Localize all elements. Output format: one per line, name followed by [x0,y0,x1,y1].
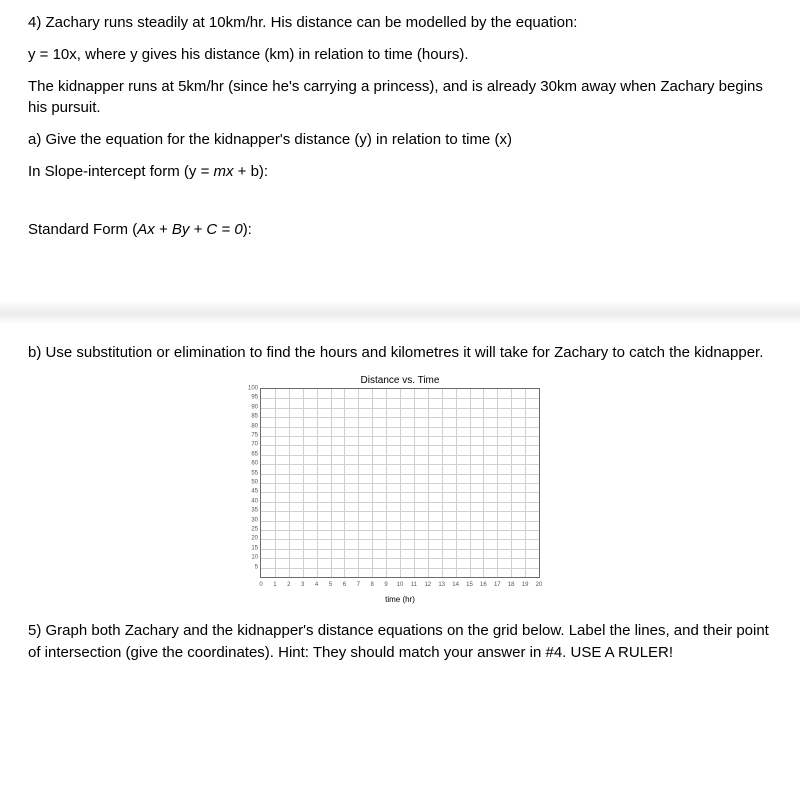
x-tick-label: 20 [533,581,545,590]
gridline-horizontal [261,398,539,399]
gridline-horizontal [261,464,539,465]
x-tick-label: 13 [436,581,448,590]
q4-intro-line2: y = 10x, where y gives his distance (km)… [28,44,772,66]
gridline-horizontal [261,427,539,428]
gridline-horizontal [261,558,539,559]
gridline-horizontal [261,445,539,446]
x-tick-label: 8 [366,581,378,590]
x-tick-label: 6 [338,581,350,590]
y-tick-label: 30 [242,516,258,525]
q4-slope-intercept-form: In Slope-intercept form (y = mx + b): [28,161,772,183]
q4-intro-line3: The kidnapper runs at 5km/hr (since he's… [28,76,772,120]
x-tick-label: 11 [408,581,420,590]
y-tick-label: 5 [242,563,258,572]
x-tick-label: 7 [352,581,364,590]
x-tick-label: 18 [505,581,517,590]
x-tick-label: 2 [283,581,295,590]
x-tick-label: 0 [255,581,267,590]
x-tick-label: 9 [380,581,392,590]
distance-vs-time-chart: Distance vs. Time time (hr) 012345678910… [240,374,560,606]
y-tick-label: 60 [242,460,258,469]
gridline-horizontal [261,549,539,550]
worksheet-page: 4) Zachary runs steadily at 10km/hr. His… [0,0,800,664]
y-tick-label: 40 [242,497,258,506]
y-tick-label: 90 [242,403,258,412]
y-tick-label: 55 [242,469,258,478]
y-tick-label: 35 [242,507,258,516]
gridline-horizontal [261,483,539,484]
answer-space [28,250,772,290]
slope-form-post: + b): [234,163,269,180]
y-tick-label: 20 [242,535,258,544]
y-tick-label: 15 [242,544,258,553]
gridline-horizontal [261,521,539,522]
y-tick-label: 10 [242,554,258,563]
x-tick-label: 5 [325,581,337,590]
y-tick-label: 95 [242,394,258,403]
x-tick-label: 10 [394,581,406,590]
x-tick-label: 12 [422,581,434,590]
y-tick-label: 50 [242,479,258,488]
gridline-horizontal [261,568,539,569]
y-tick-label: 100 [242,385,258,394]
chart-container: Distance vs. Time time (hr) 012345678910… [28,374,772,606]
gridline-horizontal [261,511,539,512]
gridline-horizontal [261,492,539,493]
gridline-horizontal [261,417,539,418]
std-form-eq: Ax + By + C = 0 [137,221,242,238]
x-tick-label: 15 [464,581,476,590]
std-form-pre: Standard Form ( [28,221,137,238]
gridline-horizontal [261,474,539,475]
y-tick-label: 80 [242,422,258,431]
gridline-horizontal [261,436,539,437]
q4-intro-line1: 4) Zachary runs steadily at 10km/hr. His… [28,12,772,34]
x-tick-label: 19 [519,581,531,590]
x-tick-label: 3 [297,581,309,590]
page-divider [0,300,800,324]
slope-form-pre: In Slope-intercept form (y = [28,163,214,180]
gridline-horizontal [261,539,539,540]
std-form-post: ): [243,221,252,238]
y-tick-label: 85 [242,413,258,422]
x-tick-label: 14 [450,581,462,590]
y-tick-label: 75 [242,432,258,441]
gridline-horizontal [261,408,539,409]
q5-text: 5) Graph both Zachary and the kidnapper'… [28,620,772,664]
q4-standard-form: Standard Form (Ax + By + C = 0): [28,219,772,241]
x-tick-label: 17 [491,581,503,590]
y-tick-label: 25 [242,526,258,535]
q4-part-a: a) Give the equation for the kidnapper's… [28,129,772,151]
chart-x-axis-label: time (hr) [240,594,560,606]
x-tick-label: 16 [477,581,489,590]
y-tick-label: 65 [242,450,258,459]
y-tick-label: 45 [242,488,258,497]
chart-title: Distance vs. Time [240,374,560,389]
answer-space [28,193,772,219]
x-tick-label: 1 [269,581,281,590]
gridline-horizontal [261,455,539,456]
chart-plot-area [260,388,540,578]
slope-form-mx: mx [214,163,234,180]
q4b-text: b) Use substitution or elimination to fi… [28,342,772,364]
gridline-horizontal [261,502,539,503]
gridline-horizontal [261,530,539,531]
x-tick-label: 4 [311,581,323,590]
y-tick-label: 70 [242,441,258,450]
